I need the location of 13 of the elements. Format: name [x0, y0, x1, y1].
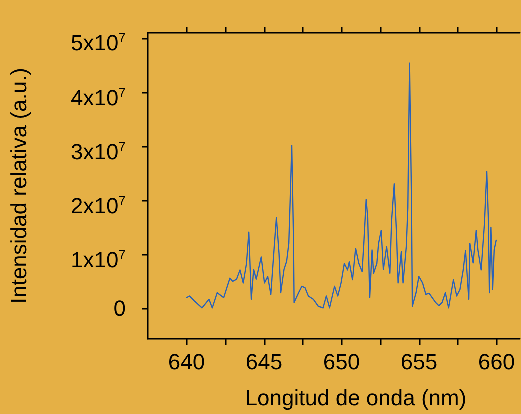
x-tick-label: 650 [323, 350, 360, 374]
y-tick-label: 0 [114, 296, 126, 322]
y-tick-label: 3x10$^{7}$ [71, 138, 126, 166]
x-tick-label: 660 [478, 350, 516, 374]
y-tick-label: 2x10$^{7}$ [71, 192, 126, 220]
y-tick-label: 4x10$^{7}$ [71, 84, 126, 111]
x-tick-label: 645 [246, 350, 283, 374]
x-axis-title: Longitud de onda (nm) [245, 386, 467, 410]
y-axis-title: Intensidad relativa (a.u.) [6, 68, 32, 304]
x-tick-label: 640 [168, 350, 206, 374]
y-tick-label: 5x10$^{7}$ [71, 29, 126, 57]
x-tick-label: 655 [400, 350, 438, 374]
y-tick-label: 1x10$^{7}$ [71, 246, 126, 274]
